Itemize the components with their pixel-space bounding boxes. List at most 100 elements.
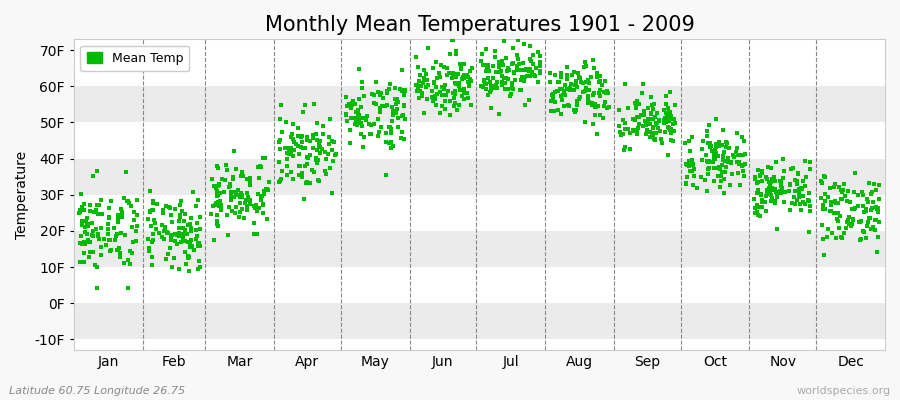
Point [445,75,459,82]
Point [522,96,536,103]
Point [704,143,718,150]
Point [730,130,744,136]
Point [483,86,498,93]
Point [706,152,721,158]
Point [294,144,309,150]
Point [764,165,778,171]
Point [815,236,830,242]
Point [428,96,442,103]
Point [446,37,460,44]
Point [357,134,372,140]
Point [342,101,356,107]
Point [383,130,398,136]
Point [629,114,643,120]
Point [394,134,409,141]
Point [803,159,817,165]
Point [163,233,177,240]
Point [209,200,223,206]
Point [259,216,274,223]
Point [160,228,175,235]
Point [519,67,534,74]
Point [831,218,845,224]
Point [242,201,256,208]
Point [827,198,842,204]
Point [864,226,878,232]
Point [596,115,610,121]
Point [708,141,723,147]
Point [752,172,767,178]
Point [140,216,155,222]
Point [814,195,828,201]
Point [754,191,769,198]
Point [119,168,133,175]
Point [296,109,310,116]
Point [394,88,409,94]
Y-axis label: Temperature: Temperature [15,151,29,239]
Point [102,205,116,212]
Point [143,188,157,194]
Point [751,179,765,185]
Point [94,197,108,204]
Point [497,75,511,82]
Point [389,110,403,116]
Point [498,80,512,86]
Point [322,141,337,147]
Point [832,224,846,231]
Point [842,220,857,227]
Point [760,187,774,193]
Point [506,60,520,66]
Point [479,81,493,87]
Point [225,176,239,182]
Point [464,78,478,84]
Point [644,93,658,100]
Point [306,144,320,151]
Point [864,191,878,198]
Point [724,158,738,165]
Point [871,209,886,215]
Point [498,38,512,44]
Point [433,110,447,116]
Point [649,119,663,126]
Point [86,228,100,234]
Point [204,176,219,182]
Point [581,80,596,86]
Text: worldspecies.org: worldspecies.org [796,386,891,396]
Point [390,99,404,106]
Point [491,64,506,71]
Point [505,61,519,67]
Point [103,248,117,254]
Point [191,240,205,246]
Bar [74,267,885,303]
Point [495,58,509,64]
Point [794,184,808,191]
Point [457,74,472,81]
Point [482,61,496,68]
Point [590,74,604,80]
Point [75,204,89,210]
Point [663,130,678,136]
Point [158,223,172,230]
Point [351,108,365,115]
Point [143,208,157,215]
Point [459,90,473,96]
Point [685,134,699,140]
Point [829,200,843,206]
Point [121,257,135,263]
Point [658,115,672,121]
Point [572,75,587,81]
Point [844,220,859,227]
Point [184,244,198,250]
Point [496,61,510,68]
Point [661,104,675,111]
Point [380,90,394,96]
Point [803,208,817,214]
Point [583,99,598,106]
Point [305,134,320,141]
Point [835,234,850,241]
Point [482,79,497,85]
Point [83,202,97,208]
Point [104,198,118,204]
Bar [74,86,885,122]
Point [679,140,693,146]
Point [765,195,779,201]
